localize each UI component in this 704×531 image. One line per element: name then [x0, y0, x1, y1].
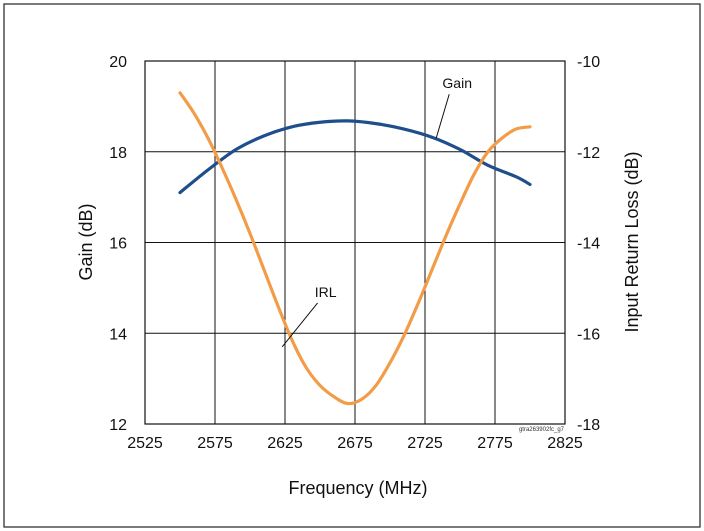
gain-annotation: Gain [442, 75, 472, 91]
x-tick-label: 2675 [337, 435, 373, 452]
y-tick-label: 12 [109, 417, 127, 434]
x-tick-label: 2825 [547, 435, 583, 452]
y2-tick-label: -14 [577, 236, 600, 253]
x-tick-label: 2775 [477, 435, 513, 452]
x-tick-label: 2725 [407, 435, 443, 452]
figure-id-label: gtra263902fc_g7 [519, 427, 565, 433]
y2-tick-label: -12 [577, 145, 600, 162]
y-tick-label: 16 [109, 236, 127, 253]
irl-series-line [178, 91, 532, 406]
y-tick-label: 18 [109, 145, 127, 162]
plot-frame [144, 60, 566, 425]
y2-axis-title: Input Return Loss (dB) [622, 151, 642, 332]
annotation-layer: Gain IRL [281, 75, 472, 348]
y2-tick-label: -16 [577, 326, 600, 343]
y2-tick-labels: -18 -16 -14 -12 -10 [577, 54, 600, 434]
y-tick-labels: 12 14 16 18 20 [109, 54, 127, 434]
x-tick-label: 2525 [127, 435, 163, 452]
irl-leader-line [281, 302, 318, 348]
figure-frame [3, 3, 701, 528]
x-tick-label: 2625 [267, 435, 303, 452]
x-tick-labels: 2525 2575 2625 2675 2725 2775 2825 [127, 435, 583, 452]
irl-annotation: IRL [315, 284, 337, 300]
y-axis-title: Gain (dB) [76, 203, 96, 280]
series-layer [178, 91, 532, 406]
y-tick-label: 20 [109, 54, 127, 71]
gain-leader-line [435, 94, 450, 139]
y2-tick-label: -18 [577, 417, 600, 434]
y-tick-label: 14 [109, 326, 127, 343]
x-axis-title: Frequency (MHz) [288, 478, 427, 498]
x-tick-label: 2575 [197, 435, 233, 452]
y2-tick-label: -10 [577, 54, 600, 71]
gain-series-line [178, 119, 532, 195]
